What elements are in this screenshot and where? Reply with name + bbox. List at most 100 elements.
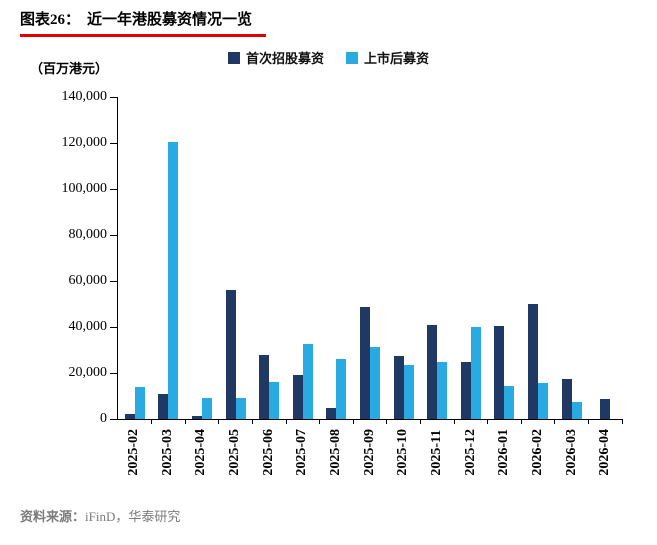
y-axis-tick-label: 120,000: [61, 135, 108, 150]
x-axis-cell: 2025-03: [151, 422, 185, 476]
bar-group: [387, 97, 421, 419]
x-axis-tick-label: 2025-03: [159, 429, 175, 476]
figure-header: 图表26： 近一年港股募资情况一览: [20, 8, 267, 37]
y-axis-tick-label: 100,000: [61, 181, 108, 196]
bar-group: [555, 97, 589, 419]
legend-label: 上市后募资: [364, 51, 430, 66]
x-axis-cell: 2025-02: [117, 422, 151, 476]
bar: [427, 324, 438, 419]
bars-layer: [118, 97, 622, 419]
y-axis-tick-mark: [110, 142, 117, 144]
x-axis-cell: 2025-07: [285, 422, 319, 476]
x-axis-cell: 2025-06: [252, 422, 286, 476]
bar: [124, 414, 135, 419]
y-axis-tick-mark: [110, 418, 117, 420]
figure-title: 近一年港股募资情况一览: [87, 12, 253, 28]
bar-group: [320, 97, 354, 419]
x-axis-tick-label: 2026-01: [496, 429, 512, 476]
x-axis: 2025-02 2025-03 2025-04 2025-05 2025-06 2025-…: [117, 422, 622, 476]
y-axis-tick-mark: [110, 280, 117, 282]
bar: [504, 385, 515, 419]
bar-group: [420, 97, 454, 419]
y-axis-tick-mark: [110, 188, 117, 190]
plot-area: [110, 96, 623, 424]
bar: [571, 401, 582, 419]
x-axis-tick-label: 2025-07: [294, 429, 310, 476]
bar-group: [286, 97, 320, 419]
x-axis-tick-label: 2026-04: [597, 429, 613, 476]
bar-group: [185, 97, 219, 419]
source-label: 资料来源：: [20, 509, 86, 524]
plot-wrap: 0 20,000 40,000 60,000 80,000 100,000 120,000 1…: [62, 89, 623, 476]
legend-item: 首次招股募资: [227, 48, 324, 67]
x-axis-tick-mark: [621, 419, 623, 424]
bar-group: [252, 97, 286, 419]
x-axis-cell: 2025-10: [386, 422, 420, 476]
x-axis-tick-label: 2025-09: [361, 429, 377, 476]
bar-group: [219, 97, 253, 419]
legend-item: 上市后募资: [346, 48, 429, 67]
bar-group: [353, 97, 387, 419]
bar: [269, 382, 280, 419]
x-axis-cell: 2026-01: [487, 422, 521, 476]
bar-group: [488, 97, 522, 419]
x-axis-cell: 2026-04: [588, 422, 622, 476]
y-axis: 0 20,000 40,000 60,000 80,000 100,000 120,000 1…: [23, 89, 108, 426]
bar: [537, 383, 548, 419]
x-axis-tick-mark: [554, 419, 556, 424]
x-axis-tick-label: 2025-05: [226, 429, 242, 476]
bar: [302, 344, 313, 419]
y-axis-tick-mark: [110, 372, 117, 374]
bar: [191, 415, 202, 419]
bar: [359, 307, 370, 419]
x-axis-tick-label: 2026-02: [529, 429, 545, 476]
x-axis-tick-mark: [251, 419, 253, 424]
x-axis-tick-mark: [151, 419, 153, 424]
bar: [292, 375, 303, 419]
legend-swatch: [346, 51, 358, 64]
bar: [201, 398, 212, 419]
x-axis-tick-mark: [285, 419, 287, 424]
bar-group: [521, 97, 555, 419]
y-axis-unit-label: （百万港元）: [30, 61, 109, 76]
bar: [460, 361, 471, 419]
x-axis-tick-mark: [419, 419, 421, 424]
x-axis-tick-label: 2025-12: [462, 429, 478, 476]
bar: [134, 386, 145, 419]
bar: [403, 364, 414, 419]
x-axis-cell: 2025-09: [353, 422, 387, 476]
y-axis-tick-label: 80,000: [68, 227, 108, 242]
x-axis-tick-mark: [487, 419, 489, 424]
bar: [561, 378, 572, 419]
y-axis-tick-label: 0: [100, 411, 107, 426]
bar-group: [118, 97, 152, 419]
y-axis-tick-label: 40,000: [68, 319, 108, 334]
y-axis-tick-mark: [110, 326, 117, 328]
bar: [259, 354, 270, 419]
bar: [235, 398, 246, 419]
x-axis-tick-mark: [520, 419, 522, 424]
bar-group: [454, 97, 488, 419]
x-axis-tick-mark: [319, 419, 321, 424]
x-axis-tick-label: 2025-11: [428, 429, 444, 476]
x-axis-cell: 2026-02: [521, 422, 555, 476]
bar: [158, 393, 169, 419]
bar: [369, 346, 380, 419]
bar: [527, 304, 538, 419]
y-axis-tick-mark: [110, 96, 117, 98]
x-axis-cell: 2025-08: [319, 422, 353, 476]
x-axis-tick-label: 2026-03: [563, 429, 579, 476]
bar: [225, 290, 236, 419]
bar-group: [152, 97, 186, 419]
x-axis-cell: 2025-05: [218, 422, 252, 476]
source-note: 资料来源：iFinD，华泰研究: [20, 506, 180, 525]
x-axis-cell: 2025-04: [184, 422, 218, 476]
bar-group: [588, 97, 622, 419]
bar: [470, 327, 481, 419]
bar: [494, 325, 505, 419]
x-axis-tick-mark: [184, 419, 186, 424]
x-axis-tick-mark: [453, 419, 455, 424]
bar: [437, 361, 448, 419]
y-axis-tick-mark: [110, 234, 117, 236]
